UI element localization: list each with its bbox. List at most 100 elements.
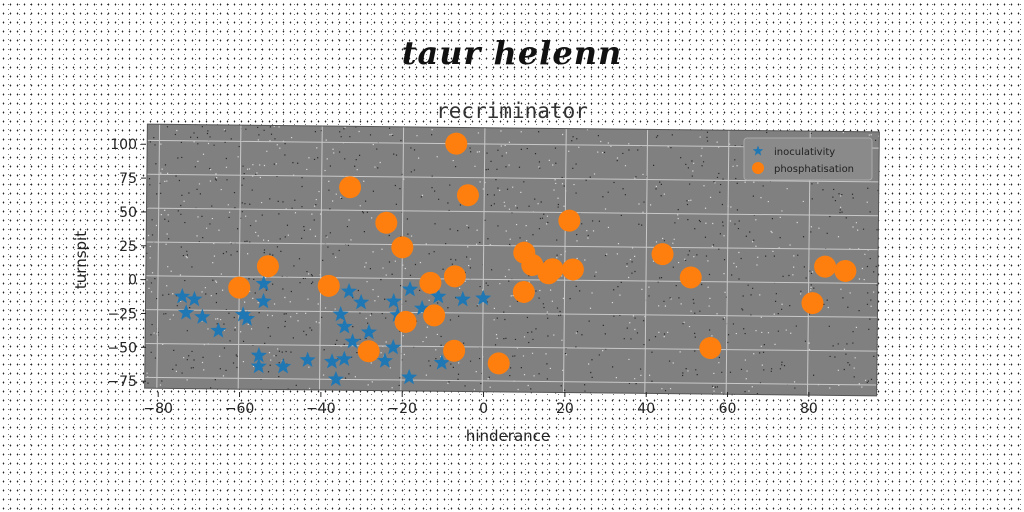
- noise-speck: [161, 168, 163, 170]
- noise-speck: [421, 194, 424, 196]
- noise-speck: [322, 374, 325, 376]
- noise-speck: [834, 356, 836, 358]
- noise-speck: [314, 235, 317, 237]
- noise-speck: [233, 316, 235, 319]
- noise-speck: [278, 362, 280, 364]
- noise-speck: [258, 134, 260, 136]
- noise-speck: [779, 237, 781, 239]
- noise-speck: [691, 175, 693, 177]
- noise-speck: [469, 360, 472, 362]
- noise-speck: [857, 229, 859, 231]
- noise-speck: [466, 224, 468, 227]
- noise-speck: [657, 135, 659, 137]
- noise-speck: [256, 172, 258, 174]
- noise-speck: [181, 156, 183, 159]
- noise-speck: [431, 187, 433, 189]
- noise-speck: [153, 137, 155, 139]
- noise-speck: [781, 361, 783, 363]
- noise-speck: [250, 328, 253, 330]
- legend-marker: [752, 162, 764, 174]
- noise-speck: [636, 332, 639, 334]
- noise-speck: [263, 249, 266, 251]
- noise-speck: [146, 372, 148, 374]
- noise-speck: [680, 303, 682, 305]
- noise-speck: [179, 274, 182, 276]
- noise-speck: [622, 188, 624, 190]
- noise-speck: [497, 149, 499, 151]
- noise-speck: [201, 291, 203, 293]
- noise-speck: [420, 196, 422, 198]
- noise-speck: [699, 220, 701, 223]
- noise-speck: [721, 391, 723, 394]
- noise-speck: [688, 199, 690, 202]
- noise-speck: [279, 238, 281, 240]
- noise-speck: [771, 231, 773, 234]
- noise-speck: [282, 288, 284, 290]
- phosphatisation-point: [375, 211, 398, 234]
- noise-speck: [154, 278, 156, 280]
- noise-speck: [632, 315, 635, 317]
- noise-speck: [837, 369, 839, 371]
- noise-speck: [663, 333, 666, 335]
- noise-speck: [694, 336, 696, 338]
- x-gridline: [318, 126, 323, 390]
- inoculativity-point: [186, 290, 203, 307]
- noise-speck: [358, 154, 361, 157]
- noise-speck: [712, 386, 714, 389]
- noise-speck: [531, 331, 533, 333]
- noise-speck: [505, 230, 507, 232]
- noise-speck: [478, 357, 481, 360]
- noise-speck: [648, 374, 651, 376]
- noise-speck: [151, 219, 153, 221]
- noise-speck: [314, 131, 317, 133]
- noise-speck: [683, 321, 685, 323]
- noise-speck: [703, 185, 705, 187]
- noise-speck: [389, 134, 391, 136]
- phosphatisation-point: [443, 339, 466, 362]
- noise-speck: [262, 239, 265, 241]
- noise-speck: [213, 242, 215, 245]
- phosphatisation-point: [487, 352, 510, 375]
- noise-speck: [182, 254, 185, 257]
- noise-speck: [520, 191, 522, 193]
- noise-speck: [476, 305, 478, 307]
- noise-speck: [363, 231, 365, 233]
- noise-speck: [721, 203, 723, 206]
- noise-speck: [197, 216, 199, 218]
- noise-speck: [714, 182, 716, 184]
- noise-speck: [602, 350, 604, 352]
- noise-speck: [297, 162, 299, 164]
- noise-speck: [631, 247, 634, 249]
- noise-speck: [391, 387, 393, 389]
- plot-frame: [144, 123, 880, 397]
- noise-speck: [205, 293, 207, 295]
- noise-speck: [508, 141, 511, 143]
- noise-speck: [224, 141, 226, 143]
- noise-speck: [191, 350, 193, 353]
- noise-speck: [510, 295, 512, 297]
- noise-speck: [723, 259, 726, 261]
- noise-speck: [365, 200, 367, 202]
- noise-speck: [523, 374, 526, 376]
- noise-speck: [189, 307, 191, 309]
- noise-speck: [278, 350, 281, 352]
- noise-speck: [674, 222, 676, 224]
- noise-speck: [842, 297, 844, 299]
- phosphatisation-point: [339, 176, 362, 199]
- noise-speck: [810, 272, 813, 275]
- noise-speck: [563, 205, 565, 207]
- noise-speck: [425, 243, 427, 245]
- y-tick-label: −50: [107, 340, 137, 356]
- noise-speck: [669, 388, 672, 390]
- noise-speck: [209, 136, 211, 138]
- noise-speck: [168, 293, 170, 295]
- phosphatisation-point: [699, 337, 722, 360]
- noise-speck: [269, 253, 271, 255]
- noise-speck: [795, 325, 797, 327]
- noise-speck: [197, 143, 199, 145]
- noise-speck: [180, 204, 182, 207]
- noise-speck: [436, 156, 438, 158]
- noise-speck: [846, 343, 848, 345]
- noise-speck: [479, 285, 481, 288]
- noise-speck: [202, 237, 204, 239]
